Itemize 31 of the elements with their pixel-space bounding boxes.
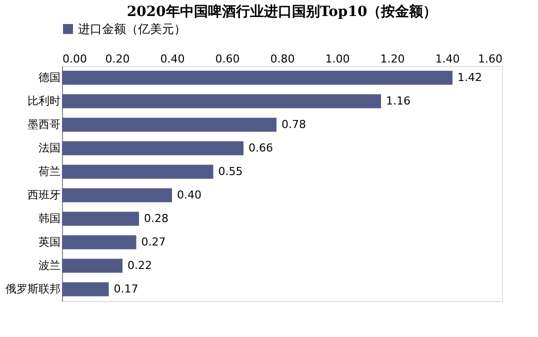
x-tick-label: 1.40 (435, 52, 460, 66)
y-tick-label: 西班牙 (28, 188, 60, 202)
text: 1.42 (458, 70, 482, 84)
chart-title: 2020年中国啤酒行业进口国别Top10（按金额） (126, 3, 438, 20)
text: 1.16 (386, 94, 410, 108)
y-tick-label: 德国 (38, 70, 60, 84)
x-tick-label: 0.00 (62, 52, 87, 66)
text: 0.22 (128, 258, 152, 272)
x-tick-label: 0.20 (105, 52, 130, 66)
x-tick-label: 1.60 (478, 52, 502, 66)
y-tick-label: 墨西哥 (28, 118, 60, 131)
x-tick-label: 0.60 (215, 52, 240, 66)
text: 0.55 (218, 164, 243, 178)
y-tick-label: 荷兰 (38, 164, 60, 178)
text: 0.28 (144, 212, 168, 225)
y-tick-label: 俄罗斯联邦 (6, 282, 60, 296)
text: 0.78 (282, 118, 306, 131)
y-tick-label: 法国 (38, 141, 60, 154)
text: 0.27 (141, 235, 166, 248)
y-tick-label: 英国 (38, 235, 60, 248)
y-tick-label: 韩国 (38, 212, 60, 225)
y-tick-label: 波兰 (38, 258, 60, 272)
text: 0.40 (177, 188, 202, 202)
text: 0.17 (114, 282, 138, 296)
legend-label: 进口金额（亿美元） (78, 22, 186, 36)
x-tick-label: 0.40 (160, 52, 185, 66)
x-tick-label: 1.20 (380, 52, 405, 66)
x-tick-label: 0.80 (270, 52, 295, 66)
y-tick-label: 比利时 (28, 94, 60, 108)
x-tick-label: 1.00 (325, 52, 350, 66)
text: 0.66 (248, 141, 273, 154)
